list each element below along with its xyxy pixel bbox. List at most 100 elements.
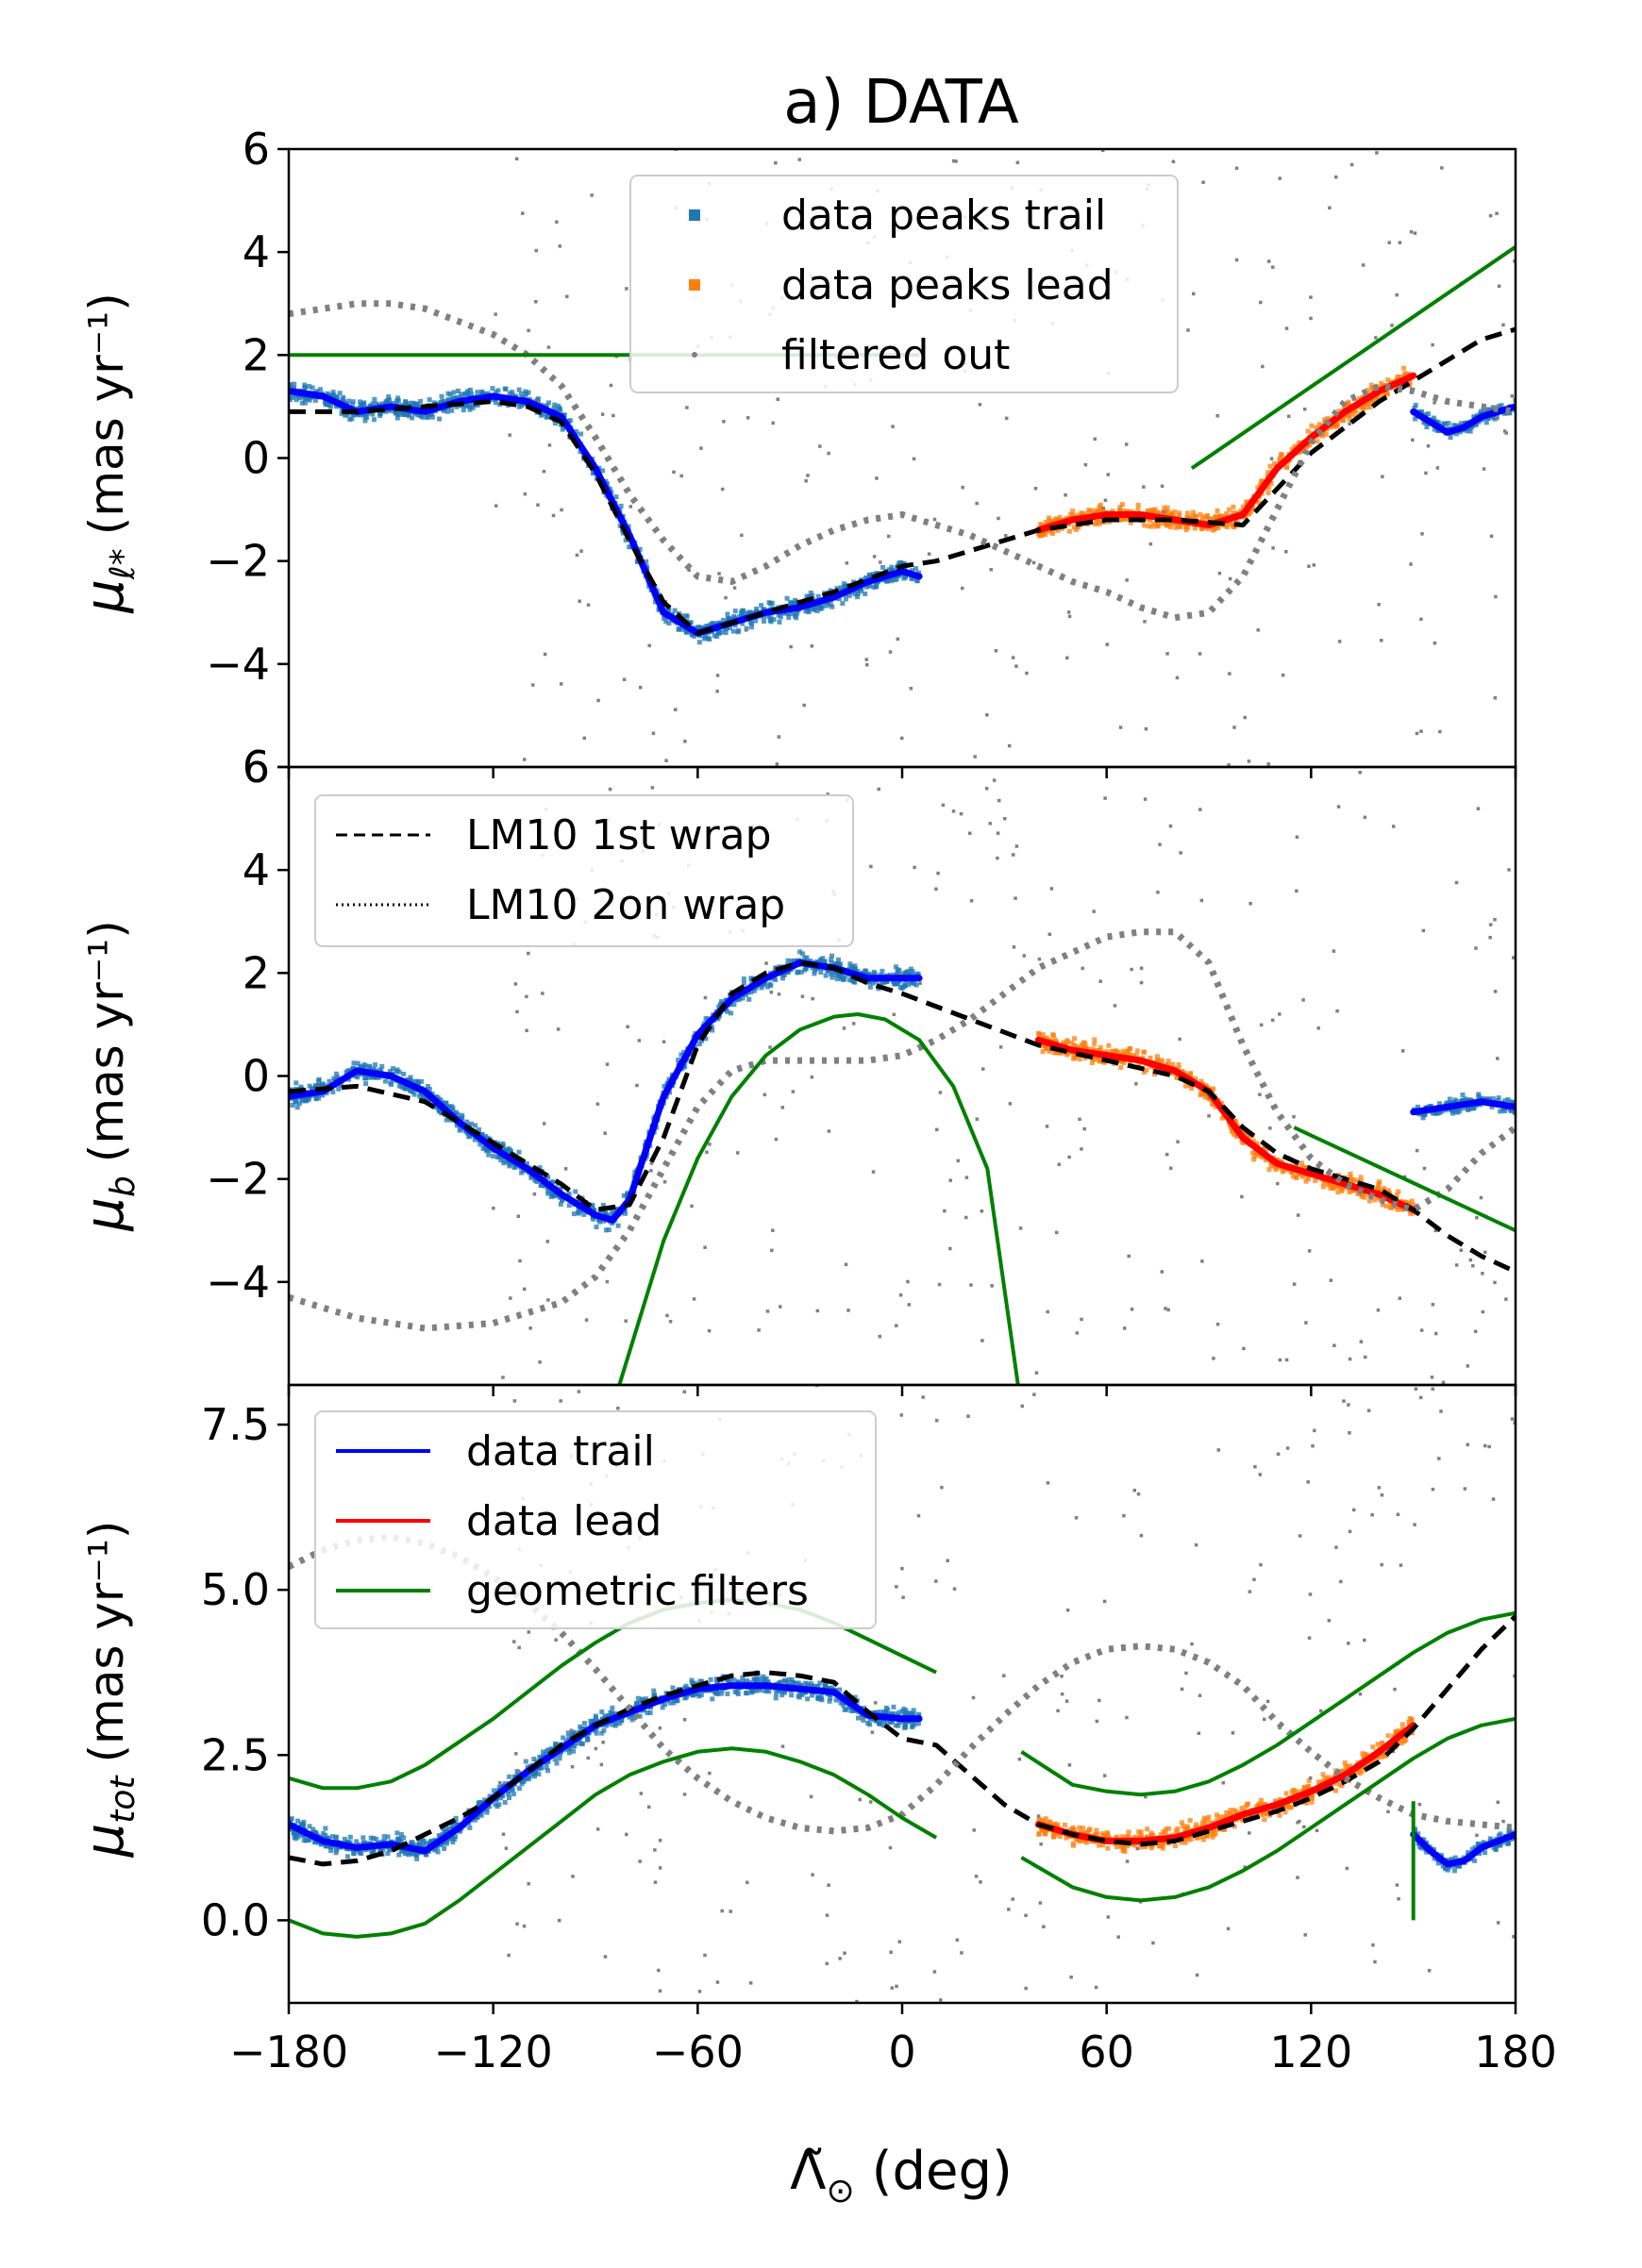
- filtered-point: [603, 1131, 607, 1135]
- filtered-point: [1427, 444, 1431, 448]
- scatter-point: [524, 392, 528, 396]
- scatter-point: [847, 961, 852, 966]
- filtered-point: [683, 740, 687, 743]
- filtered-point: [639, 686, 643, 690]
- filtered-point: [1284, 550, 1288, 554]
- scatter-point: [1070, 509, 1075, 513]
- y-tick-label: −4: [206, 1257, 270, 1308]
- filtered-point: [798, 158, 802, 161]
- scatter-point: [1041, 1049, 1046, 1054]
- filtered-point: [564, 1167, 568, 1171]
- filtered-point: [543, 1122, 546, 1126]
- scatter-point: [1097, 505, 1102, 509]
- scatter-point: [578, 431, 583, 436]
- scatter-point: [302, 383, 307, 388]
- filtered-point: [1240, 1195, 1244, 1199]
- scatter-point: [795, 611, 799, 616]
- scatter-point: [685, 614, 690, 619]
- filtered-point: [1125, 442, 1129, 446]
- filtered-point: [1390, 324, 1394, 327]
- filtered-point: [1501, 324, 1505, 327]
- filtered-point: [1004, 534, 1008, 538]
- scatter-point: [338, 391, 343, 395]
- y-tick-label: 4: [243, 226, 270, 277]
- filtered-point: [1235, 167, 1239, 171]
- filtered-point: [1130, 968, 1133, 972]
- filtered-point: [1431, 1376, 1434, 1379]
- scatter-point: [352, 1060, 357, 1065]
- filtered-point: [1156, 891, 1160, 894]
- filtered-point: [771, 422, 775, 425]
- scatter-point: [1092, 1042, 1097, 1046]
- filtered-point: [494, 312, 497, 316]
- filtered-point: [1158, 842, 1162, 846]
- scatter-point: [1396, 1189, 1400, 1193]
- filtered-point: [1023, 954, 1027, 958]
- filtered-point: [1266, 762, 1270, 766]
- filtered-point: [875, 476, 879, 480]
- scatter-point: [844, 596, 848, 601]
- scatter-point: [1279, 452, 1283, 457]
- filtered-point: [1105, 642, 1109, 646]
- filtered-point: [578, 600, 581, 604]
- legend-label: filtered out: [781, 331, 1010, 379]
- scatter-point: [573, 1190, 578, 1194]
- legend-handle: [689, 209, 700, 221]
- scatter-point: [913, 566, 918, 571]
- filtered-point: [774, 161, 778, 165]
- scatter-point: [1294, 1176, 1299, 1180]
- filtered-point: [560, 509, 563, 512]
- scatter-point: [495, 388, 500, 392]
- scatter-point: [1250, 1151, 1255, 1156]
- filtered-point: [1471, 1264, 1475, 1268]
- filtered-point: [1489, 214, 1493, 218]
- filtered-point: [1169, 1166, 1173, 1170]
- scatter-point: [1047, 515, 1051, 520]
- filtered-point: [521, 211, 525, 215]
- filtered-point: [609, 788, 612, 792]
- filtered-point: [1009, 1102, 1013, 1106]
- filtered-point: [612, 414, 615, 418]
- filtered-point: [1360, 1340, 1364, 1343]
- scatter-point: [554, 1760, 559, 1765]
- filtered-point: [1176, 676, 1180, 680]
- scatter-point: [328, 1848, 333, 1853]
- filtered-point: [1348, 422, 1351, 425]
- scatter-point: [507, 1146, 511, 1151]
- filtered-point: [1276, 1182, 1280, 1186]
- filtered-point: [1200, 899, 1204, 903]
- filtered-point: [649, 1169, 653, 1173]
- filtered-point: [679, 475, 683, 478]
- filtered-point: [626, 1026, 629, 1029]
- scatter-point: [295, 1105, 300, 1109]
- filtered-point: [525, 995, 528, 999]
- y-tick-label: 6: [243, 742, 270, 792]
- filtered-point: [1270, 457, 1274, 460]
- filtered-point: [895, 1324, 898, 1327]
- filtered-point: [943, 1209, 947, 1213]
- filtered-point: [1143, 620, 1147, 624]
- filtered-point: [1309, 295, 1313, 299]
- filtered-point: [996, 857, 999, 860]
- filtered-point: [961, 587, 964, 591]
- filtered-point: [1025, 672, 1029, 675]
- filtered-point: [606, 1280, 610, 1284]
- filtered-point: [1058, 1163, 1062, 1167]
- y-tick-label: −2: [206, 1154, 270, 1205]
- filtered-point: [536, 503, 540, 507]
- filtered-point: [1140, 966, 1144, 970]
- filtered-point: [1474, 1330, 1478, 1334]
- legend-label: data peaks lead: [781, 261, 1114, 309]
- filtered-point: [1440, 166, 1444, 170]
- filtered-point: [544, 653, 547, 657]
- filtered-point: [635, 1084, 639, 1088]
- scatter-point: [724, 630, 729, 635]
- scatter-point: [413, 402, 418, 407]
- filtered-point: [1504, 1297, 1508, 1301]
- filtered-point: [531, 683, 535, 687]
- filtered-point: [1380, 639, 1383, 642]
- scatter-point: [699, 1693, 704, 1697]
- scatter-point: [1324, 432, 1329, 437]
- scatter-point: [459, 392, 463, 396]
- filtered-point: [523, 1288, 527, 1292]
